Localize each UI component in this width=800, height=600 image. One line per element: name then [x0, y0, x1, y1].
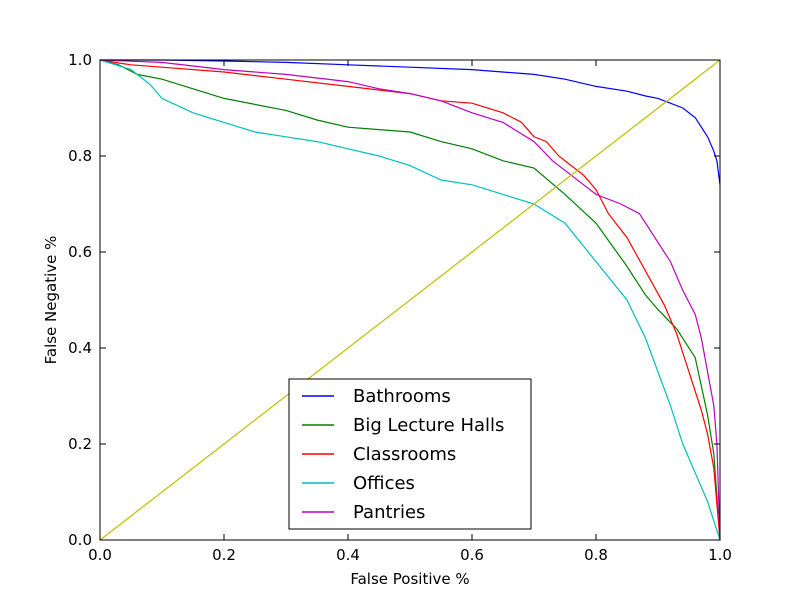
- x-tick-label: 0.6: [460, 546, 484, 564]
- plot-lines: [99, 59, 721, 541]
- y-tick-label: 0.6: [68, 243, 92, 261]
- legend-label-big-lecture-halls: Big Lecture Halls: [353, 415, 504, 436]
- y-tick-label: 0.0: [68, 531, 92, 549]
- y-axis-label: False Negative %: [42, 236, 60, 365]
- plot-frame: [99, 59, 721, 541]
- legend-label-classrooms: Classrooms: [353, 444, 456, 465]
- x-axis-label: False Positive %: [350, 570, 469, 588]
- series-line-offices: [99, 59, 721, 541]
- x-tick-label: 1.0: [708, 546, 732, 564]
- y-tick-label: 0.8: [68, 147, 92, 165]
- series-line-diagonal: [99, 59, 721, 541]
- series-line-bathrooms: [100, 59, 721, 185]
- x-tick-label: 0.8: [584, 546, 608, 564]
- series-line-classrooms: [99, 59, 721, 541]
- x-tick-label: 0.2: [212, 546, 236, 564]
- legend-label-pantries: Pantries: [353, 502, 425, 523]
- x-tick-label: 0.4: [336, 546, 360, 564]
- series-line-big-lecture-halls: [99, 59, 721, 541]
- legend-label-offices: Offices: [353, 473, 415, 494]
- legend-label-bathrooms: Bathrooms: [353, 386, 451, 407]
- y-tick-label: 0.4: [68, 339, 92, 357]
- y-tick-label: 0.2: [68, 435, 92, 453]
- x-tick-label: 0.0: [88, 546, 112, 564]
- axis-ticks: 0.0 0.2 0.4 0.6 0.8 1.0 0.0 0.2 0.4 0.6 0.8 1.0: [68, 51, 732, 564]
- legend: Bathrooms Big Lecture Halls Classrooms Offi…: [288, 378, 532, 530]
- y-tick-label: 1.0: [68, 51, 92, 69]
